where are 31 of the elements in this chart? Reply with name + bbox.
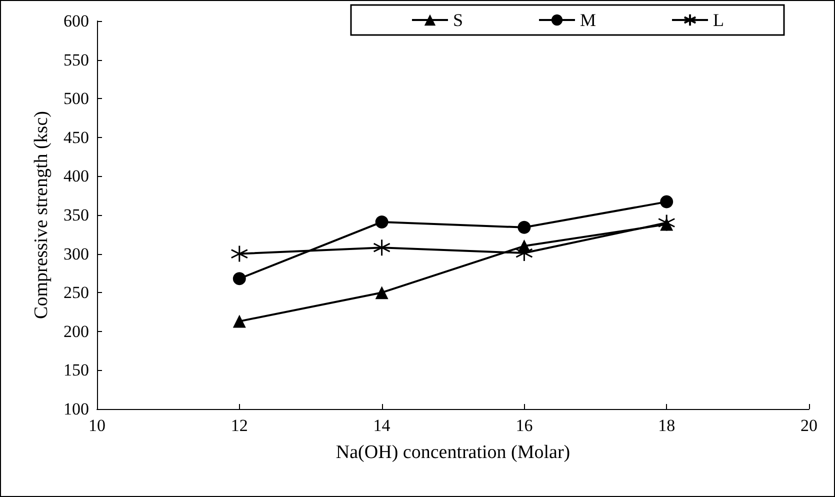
point xyxy=(232,314,246,328)
x-tick-label: 10 xyxy=(88,416,106,435)
y-tick-label: 550 xyxy=(64,50,89,70)
point xyxy=(518,220,531,234)
legend-label: S xyxy=(452,10,464,30)
point xyxy=(660,195,674,208)
y-tick-label: 400 xyxy=(64,166,89,186)
y-tick-label: 150 xyxy=(64,360,89,380)
y-tick-label: 500 xyxy=(64,89,89,108)
y-tick-label: 600 xyxy=(64,12,89,30)
point xyxy=(375,215,388,228)
y-tick-label: 350 xyxy=(64,206,89,224)
y-axis-title: Compressive strength (ksc) xyxy=(31,111,52,319)
y-tick-label: 250 xyxy=(64,283,89,302)
x-tick-label: 20 xyxy=(800,416,818,435)
point xyxy=(658,214,676,232)
x-tick-label: 12 xyxy=(230,416,248,435)
y-tick-label: 100 xyxy=(64,400,89,418)
point xyxy=(232,272,246,286)
y-tick-label: 450 xyxy=(64,128,89,147)
point xyxy=(373,238,391,256)
legend-label: L xyxy=(713,10,724,30)
point xyxy=(230,245,248,263)
y-tick-label: 300 xyxy=(64,244,89,264)
x-tick-label: 18 xyxy=(658,416,676,435)
x-axis-title: Na(OH) concentration (Molar) xyxy=(336,442,570,463)
x-tick-label: 14 xyxy=(373,416,391,435)
y-tick-label: 200 xyxy=(64,322,89,341)
x-tick-label: 16 xyxy=(516,416,533,435)
point xyxy=(375,286,388,300)
legend-label: M xyxy=(580,10,596,30)
